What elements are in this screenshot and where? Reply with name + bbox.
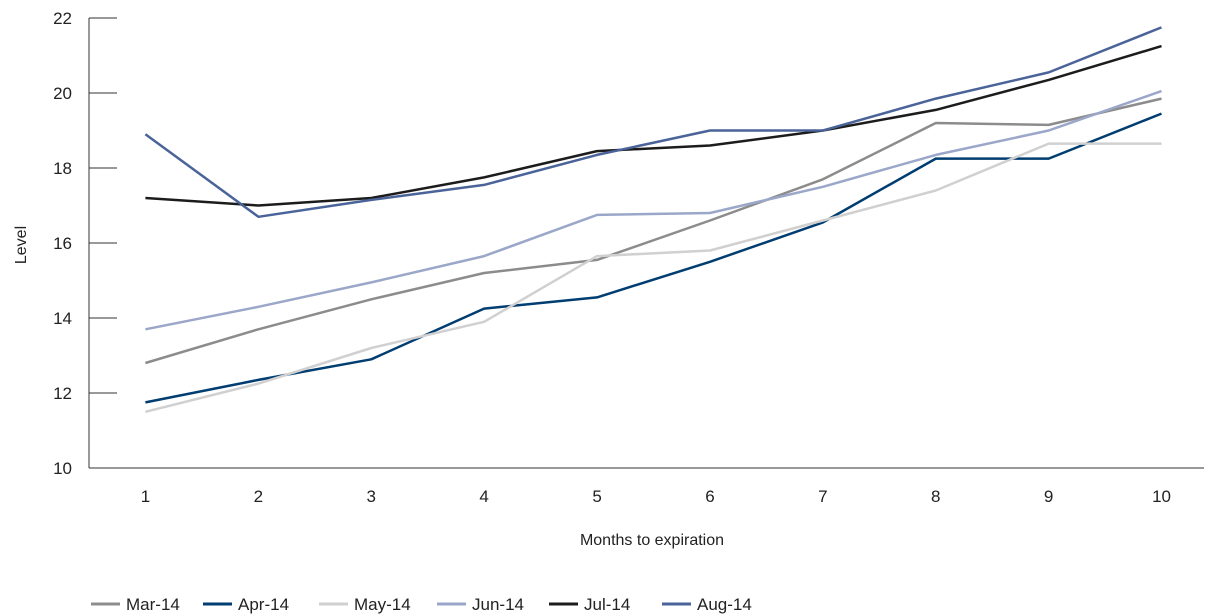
series-line-mar-14: [145, 97, 1162, 365]
series-line-jul-14: [145, 44, 1162, 207]
y-axis-title: Level: [13, 226, 30, 264]
x-tick-label: 3: [367, 487, 376, 506]
x-tick-label: 9: [1044, 487, 1053, 506]
series-line-may-14: [145, 142, 1162, 414]
x-tick-label: 4: [479, 487, 488, 506]
x-tick-label: 5: [592, 487, 601, 506]
y-tick-label: 16: [53, 234, 72, 253]
y-tick-label: 18: [53, 159, 72, 178]
legend-label: Apr-14: [238, 595, 289, 614]
x-tick-label: 7: [818, 487, 827, 506]
legend: Mar-14 Apr-14 May-14 Jun-14 Jul-14 Aug-14: [91, 595, 752, 614]
legend-label: Aug-14: [697, 595, 752, 614]
legend-label: Jul-14: [584, 595, 630, 614]
series-line-aug-14: [144, 26, 1162, 219]
x-tick-label: 6: [705, 487, 714, 506]
y-tick-label: 14: [53, 309, 72, 328]
y-tick-label: 12: [53, 384, 72, 403]
x-axis-title: Months to expiration: [580, 532, 724, 549]
legend-label: Jun-14: [472, 595, 524, 614]
legend-label: Mar-14: [126, 595, 180, 614]
series-line-apr-14: [145, 112, 1162, 404]
x-tick-label: 10: [1152, 487, 1171, 506]
x-tick-label: 8: [931, 487, 940, 506]
series-layer: [144, 26, 1162, 414]
series-line-jun-14: [145, 89, 1162, 331]
x-tick-label: 2: [254, 487, 263, 506]
y-tick-label: 10: [53, 459, 72, 478]
x-tick-label: 1: [141, 487, 150, 506]
y-tick-label: 20: [53, 84, 72, 103]
y-tick-label: 22: [53, 9, 72, 28]
legend-label: May-14: [354, 595, 411, 614]
